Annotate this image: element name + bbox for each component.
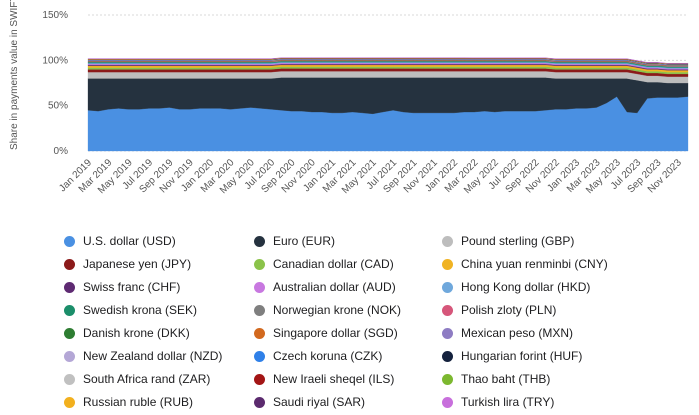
legend-label: Hungarian forint (HUF) [461,349,583,363]
legend-item[interactable]: Canadian dollar (CAD) [254,255,394,273]
legend-label: Polish zloty (PLN) [461,303,557,317]
legend-swatch-icon [442,281,453,293]
area-layer [87,57,689,152]
legend-label: New Iraeli sheqel (ILS) [273,372,395,386]
legend-label: Russian ruble (RUB) [83,395,194,409]
y-tick-label: 50% [48,101,68,112]
legend-item[interactable]: Polish zloty (PLN) [442,301,556,319]
legend-item[interactable]: New Iraeli sheqel (ILS) [254,370,394,388]
legend-swatch-icon [64,350,75,362]
legend-swatch-icon [64,396,75,408]
legend-label: U.S. dollar (USD) [83,234,176,248]
legend-label: Hong Kong dollar (HKD) [461,280,591,294]
legend-swatch-icon [64,304,75,316]
legend-item[interactable]: South Africa rand (ZAR) [64,370,210,388]
legend-swatch-icon [442,327,453,339]
y-axis-label: Share in payments value in SWIFT [9,0,20,150]
legend-label: Canadian dollar (CAD) [273,257,394,271]
legend-swatch-icon [254,281,265,293]
legend-swatch-icon [254,373,265,385]
legend-swatch-icon [254,396,265,408]
legend-swatch-icon [254,235,265,247]
legend-swatch-icon [254,327,265,339]
legend-swatch-icon [442,235,453,247]
legend-label: Swiss franc (CHF) [83,280,181,294]
legend-item[interactable]: Swedish krona (SEK) [64,301,197,319]
legend-swatch-icon [442,350,453,362]
legend-swatch-icon [254,258,265,270]
legend-swatch-icon [64,235,75,247]
legend-item[interactable]: Hong Kong dollar (HKD) [442,278,590,296]
legend-item[interactable]: U.S. dollar (USD) [64,232,176,250]
legend-label: Japanese yen (JPY) [83,257,192,271]
legend-item[interactable]: Euro (EUR) [254,232,335,250]
legend-item[interactable]: Japanese yen (JPY) [64,255,191,273]
legend-label: Swedish krona (SEK) [83,303,198,317]
legend-label: Czech koruna (CZK) [273,349,383,363]
legend-item[interactable]: Russian ruble (RUB) [64,393,193,411]
y-tick-label: 150% [42,10,68,21]
legend-swatch-icon [64,258,75,270]
legend-item[interactable]: China yuan renminbi (CNY) [442,255,608,273]
legend-label: Turkish lira (TRY) [461,395,555,409]
legend-item[interactable]: Pound sterling (GBP) [442,232,574,250]
legend-item[interactable]: Norwegian krone (NOK) [254,301,401,319]
legend-label: Australian dollar (AUD) [273,280,396,294]
legend-item[interactable]: Thao baht (THB) [442,370,550,388]
legend-swatch-icon [442,396,453,408]
legend-item[interactable]: Saudi riyal (SAR) [254,393,365,411]
legend-item[interactable]: Hungarian forint (HUF) [442,347,582,365]
legend-swatch-icon [442,258,453,270]
legend-label: Thao baht (THB) [461,372,551,386]
legend-swatch-icon [442,304,453,316]
y-axis: 0% 50% 100% 150% [42,10,68,157]
legend-label: Mexican peso (MXN) [461,326,574,340]
legend-label: Saudi riyal (SAR) [273,395,366,409]
legend-label: Pound sterling (GBP) [461,234,575,248]
legend-item[interactable]: New Zealand dollar (NZD) [64,347,222,365]
y-tick-label: 0% [54,146,69,157]
legend-swatch-icon [254,304,265,316]
legend-label: Danish krone (DKK) [83,326,190,340]
legend-swatch-icon [64,373,75,385]
legend-label: Norwegian krone (NOK) [273,303,402,317]
legend-swatch-icon [64,281,75,293]
y-tick-label: 100% [42,55,68,66]
legend-item[interactable]: Czech koruna (CZK) [254,347,382,365]
legend-label: Singapore dollar (SGD) [273,326,398,340]
legend-label: South Africa rand (ZAR) [83,372,211,386]
legend-label: China yuan renminbi (CNY) [461,257,608,271]
legend-item[interactable]: Danish krone (DKK) [64,324,190,342]
legend-item[interactable]: Swiss franc (CHF) [64,278,180,296]
legend-label: New Zealand dollar (NZD) [83,349,223,363]
legend-item[interactable]: Australian dollar (AUD) [254,278,396,296]
legend-swatch-icon [442,373,453,385]
legend-swatch-icon [64,327,75,339]
legend-label: Euro (EUR) [273,234,336,248]
legend-item[interactable]: Singapore dollar (SGD) [254,324,398,342]
area-series-23 [87,57,689,64]
legend-item[interactable]: Mexican peso (MXN) [442,324,573,342]
legend-item[interactable]: Turkish lira (TRY) [442,393,554,411]
legend-swatch-icon [254,350,265,362]
